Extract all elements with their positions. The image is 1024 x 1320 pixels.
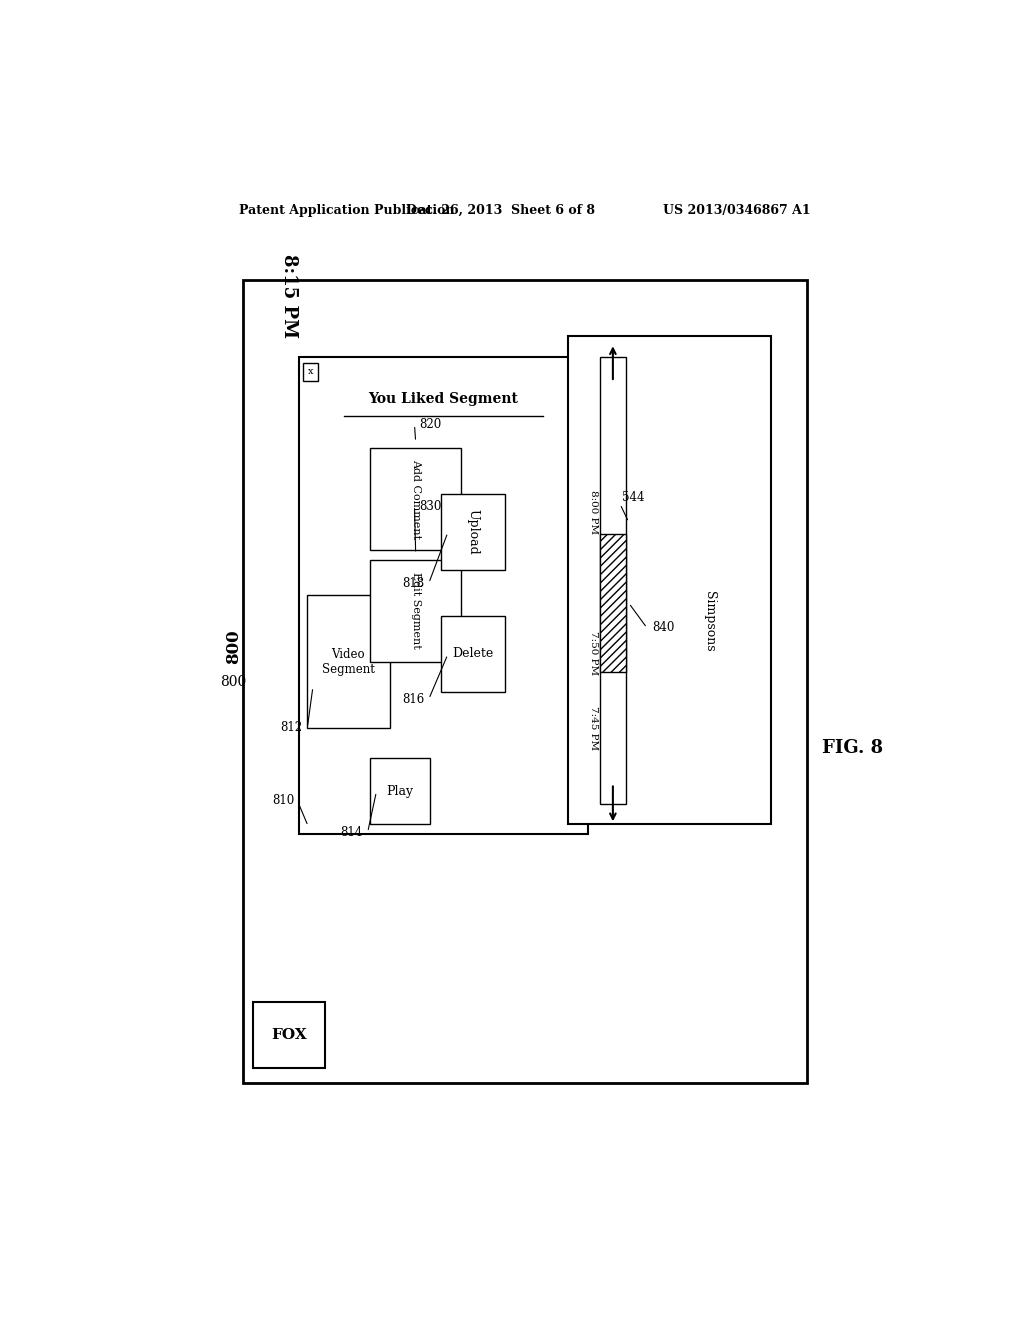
Bar: [600, 535, 626, 672]
Text: FOX: FOX: [271, 1028, 307, 1041]
Text: Add Comment: Add Comment: [411, 459, 421, 539]
Bar: [243, 280, 807, 1084]
Text: 830: 830: [419, 499, 441, 512]
Text: 7:50 PM: 7:50 PM: [590, 631, 598, 676]
Text: 810: 810: [272, 793, 295, 807]
Text: 7:45 PM: 7:45 PM: [590, 705, 598, 750]
Bar: [568, 337, 771, 824]
Bar: [303, 363, 317, 381]
Text: 8:15 PM: 8:15 PM: [281, 253, 298, 338]
Text: 812: 812: [281, 721, 303, 734]
Bar: [299, 356, 588, 834]
Text: 840: 840: [652, 622, 674, 635]
Bar: [441, 616, 505, 692]
Text: Upload: Upload: [467, 510, 479, 554]
Text: 814: 814: [341, 826, 362, 838]
Text: Simpsons: Simpsons: [702, 590, 716, 651]
Bar: [253, 1002, 325, 1068]
Text: 818: 818: [401, 577, 424, 590]
Bar: [306, 595, 390, 727]
Text: Dec. 26, 2013  Sheet 6 of 8: Dec. 26, 2013 Sheet 6 of 8: [407, 205, 596, 216]
Bar: [370, 560, 461, 661]
Text: 8:00 PM: 8:00 PM: [590, 490, 598, 535]
Text: Video
Segment: Video Segment: [322, 648, 375, 676]
Text: You Liked Segment: You Liked Segment: [369, 392, 518, 407]
Text: 800: 800: [225, 628, 242, 664]
Text: 800: 800: [220, 675, 247, 689]
Text: 820: 820: [419, 418, 441, 432]
Text: 816: 816: [401, 693, 424, 706]
Bar: [441, 494, 505, 570]
Text: Edit Segment: Edit Segment: [411, 573, 421, 649]
Text: Patent Application Publication: Patent Application Publication: [240, 205, 455, 216]
Bar: [600, 356, 626, 804]
Text: Delete: Delete: [453, 647, 494, 660]
Text: Play: Play: [386, 784, 414, 797]
Text: x: x: [308, 367, 313, 376]
Text: US 2013/0346867 A1: US 2013/0346867 A1: [663, 205, 811, 216]
Bar: [370, 758, 430, 824]
Text: FIG. 8: FIG. 8: [822, 739, 884, 756]
Bar: [370, 447, 461, 549]
Text: 544: 544: [622, 491, 644, 504]
